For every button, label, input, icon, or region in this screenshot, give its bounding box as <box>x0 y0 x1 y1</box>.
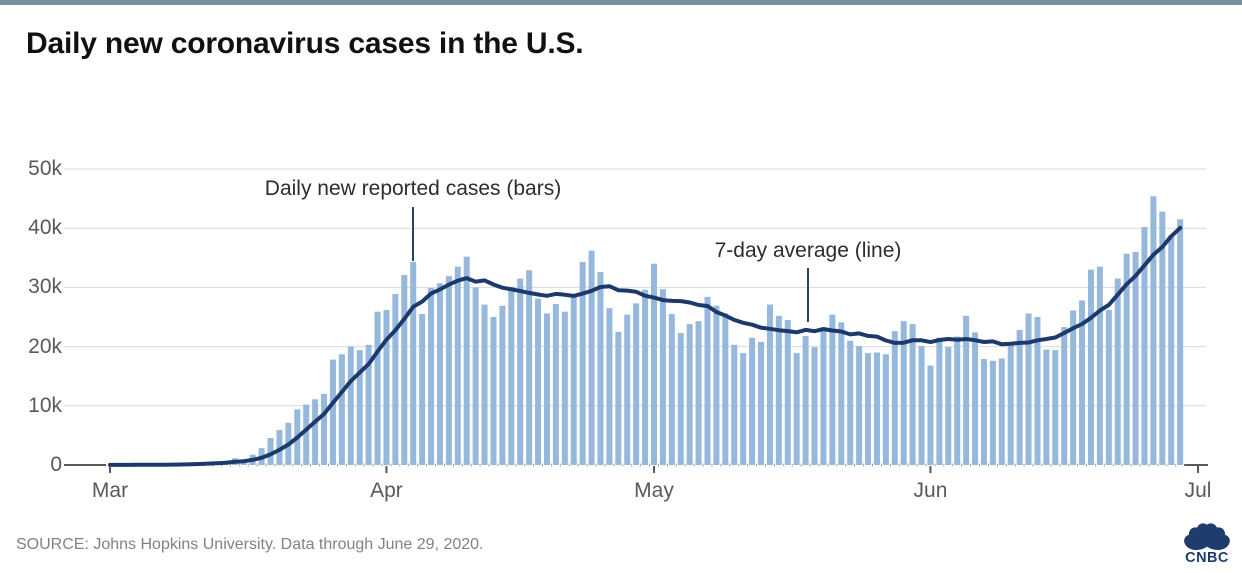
source-note: SOURCE: Johns Hopkins University. Data t… <box>16 536 484 553</box>
peacock-icon: CNBC <box>1184 523 1230 566</box>
annotation-bars-pointer-line <box>412 207 414 261</box>
x-tick-label-jul: Jul <box>1184 479 1212 502</box>
y-tick-label-20k: 20k <box>28 334 62 358</box>
y-tick-label-50k: 50k <box>28 157 62 180</box>
annotation-line-label: 7-day average (line) <box>714 239 902 262</box>
annotation-line-pointer-line <box>807 268 809 322</box>
y-tick-label-30k: 30k <box>28 275 62 299</box>
annotation-bars-label: Daily new reported cases (bars) <box>264 177 562 200</box>
cnbc-logo: CNBC <box>1178 511 1236 566</box>
cnbc-logo-text: CNBC <box>1185 550 1229 565</box>
y-tick-label-10k: 10k <box>28 393 62 417</box>
x-tick-label-jun: Jun <box>913 479 948 502</box>
x-tick-label-apr: Apr <box>370 479 403 502</box>
chart-title: Daily new coronavirus cases in the U.S. <box>26 27 584 60</box>
y-tick-label-40k: 40k <box>28 216 62 240</box>
y-tick-label-0: 0 <box>50 453 62 476</box>
x-tick-label-may: May <box>634 479 674 502</box>
x-tick-label-mar: Mar <box>91 479 129 502</box>
top-accent-bar <box>0 0 1242 5</box>
